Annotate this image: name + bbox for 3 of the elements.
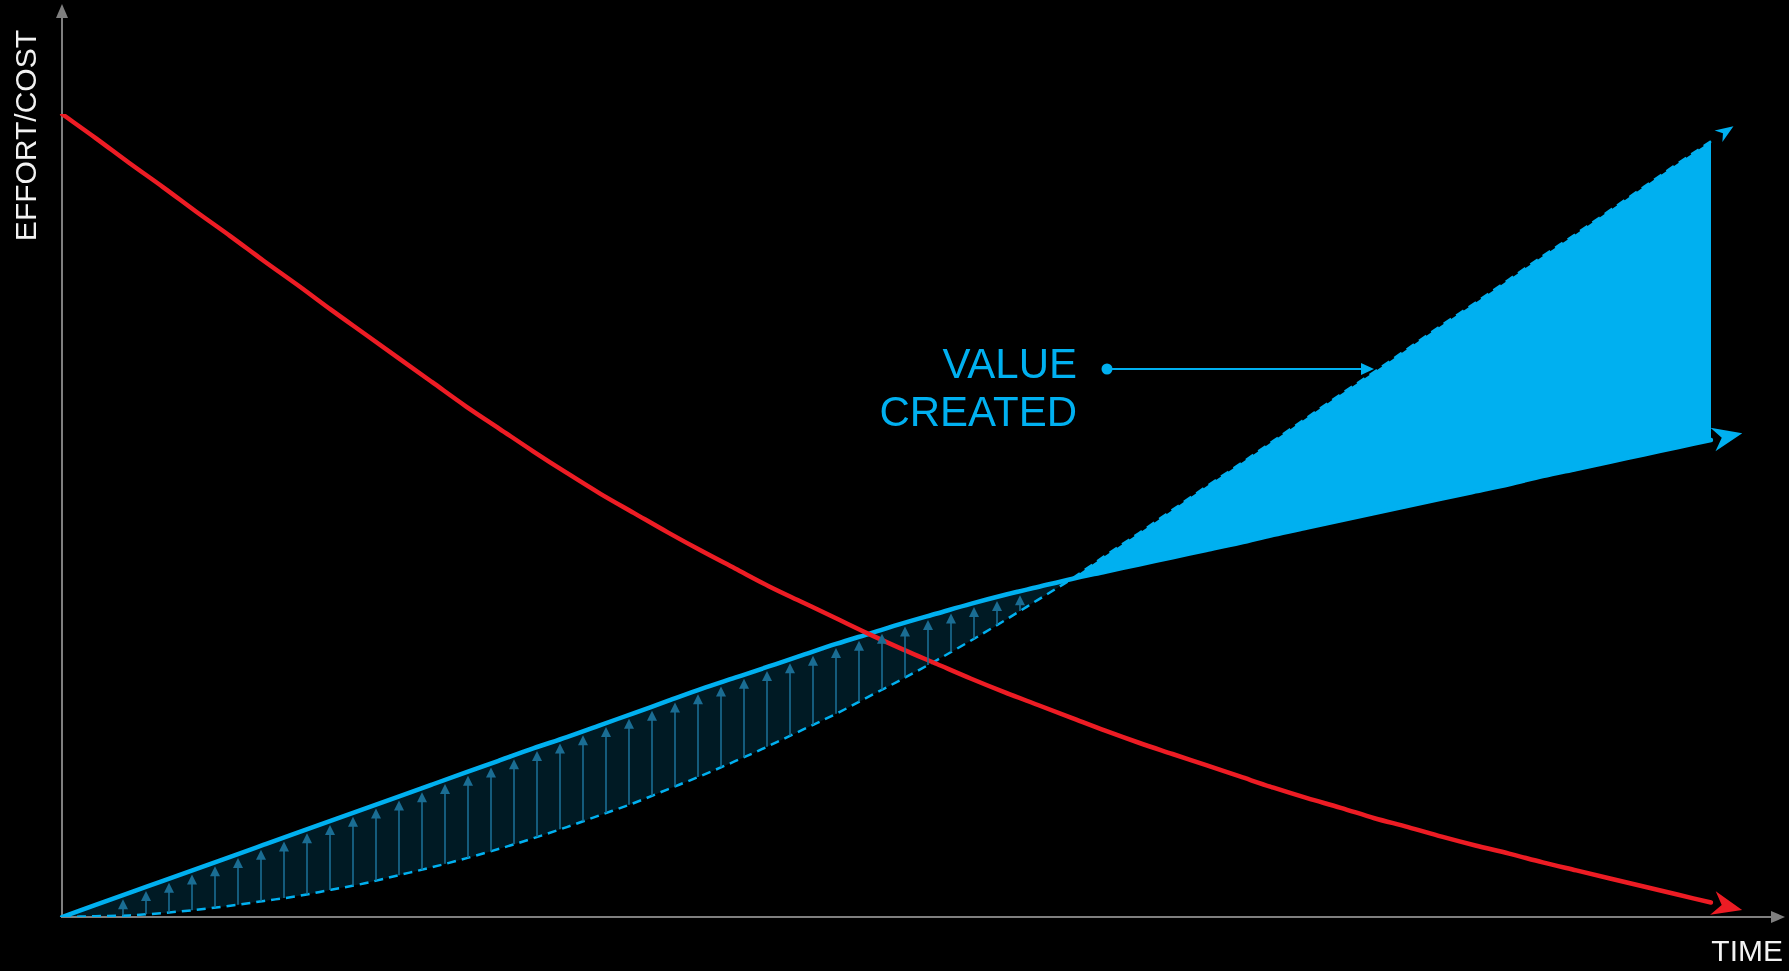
annotation: VALUE CREATED xyxy=(878,340,1077,436)
y-axis-title: EFFORT/COST xyxy=(9,30,42,242)
x-axis-title: TIME xyxy=(1711,934,1783,967)
